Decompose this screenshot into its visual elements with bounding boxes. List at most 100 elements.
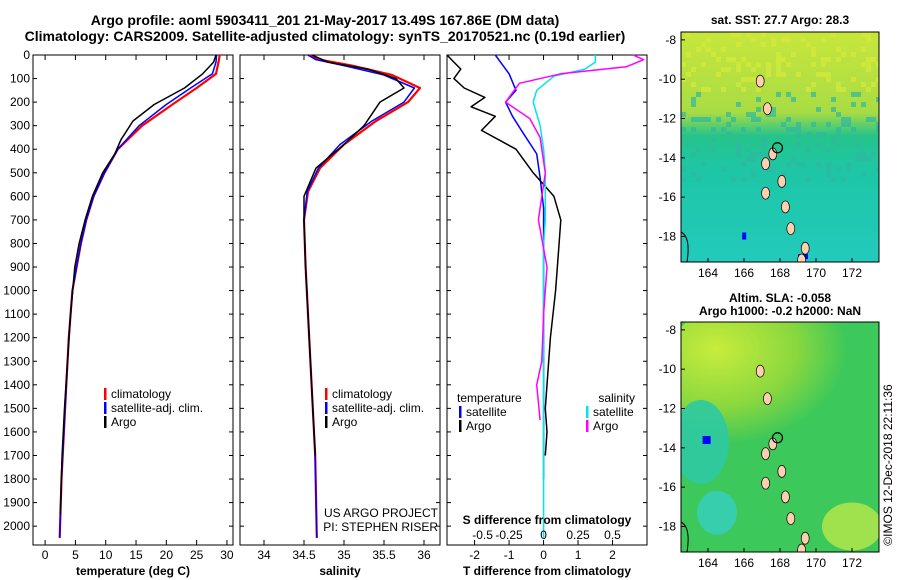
sst-cell bbox=[811, 122, 816, 127]
x-tick-label: 10 bbox=[99, 548, 113, 562]
sst-cell bbox=[731, 32, 736, 37]
sst-cell bbox=[861, 32, 866, 37]
sst-cell bbox=[741, 87, 746, 92]
island bbox=[761, 186, 770, 200]
sst-cell bbox=[831, 107, 836, 112]
sst-cell bbox=[691, 172, 696, 177]
sst-cell bbox=[751, 112, 756, 117]
sst-cell bbox=[771, 167, 776, 172]
x-tick-label: -2 bbox=[469, 548, 480, 562]
sst-cell bbox=[806, 147, 811, 152]
x-tick-label: 5 bbox=[72, 548, 79, 562]
sst-cell bbox=[751, 77, 756, 82]
sst-cell bbox=[716, 72, 721, 77]
x-tick-label: -1 bbox=[504, 548, 515, 562]
sst-cell bbox=[871, 117, 876, 122]
sst-cell bbox=[861, 82, 866, 87]
sst-cell bbox=[736, 62, 741, 67]
legend-label: satellite-adj. clim. bbox=[111, 401, 203, 415]
sst-cell bbox=[761, 137, 766, 142]
sst-cell bbox=[786, 62, 791, 67]
sst-cell bbox=[771, 42, 776, 47]
plot-frame bbox=[239, 54, 441, 546]
x-tick-label: 25 bbox=[190, 548, 204, 562]
sst-cell bbox=[861, 152, 866, 157]
map-x-tick-label: 168 bbox=[770, 556, 790, 570]
sst-cell bbox=[701, 87, 706, 92]
sst-cell bbox=[746, 112, 751, 117]
map-y-tick-label: -16 bbox=[659, 480, 677, 494]
sst-cell bbox=[706, 37, 711, 42]
legend-label: satellite-adj. clim. bbox=[332, 401, 424, 415]
sst-cell bbox=[791, 127, 796, 132]
sst-cell bbox=[836, 142, 841, 147]
sst-cell bbox=[791, 157, 796, 162]
island bbox=[800, 241, 810, 255]
legend-swatch bbox=[459, 420, 462, 432]
sst-cell bbox=[726, 132, 731, 137]
sst-cell bbox=[866, 117, 871, 122]
sst-cell bbox=[736, 42, 741, 47]
sst-cell bbox=[751, 117, 756, 122]
y-tick-label: 2000 bbox=[3, 519, 30, 533]
x-tick-label: 36 bbox=[417, 548, 431, 562]
sst-cell bbox=[691, 97, 696, 102]
sst-cell bbox=[836, 57, 841, 62]
sst-cell bbox=[786, 92, 791, 97]
top-x-tick-label: 0 bbox=[540, 528, 547, 542]
y-tick-label: 800 bbox=[10, 236, 30, 250]
sst-cell bbox=[701, 42, 706, 47]
legend-swatch bbox=[586, 406, 589, 418]
map-x-tick-label: 172 bbox=[842, 556, 862, 570]
legend-swatch bbox=[325, 416, 328, 428]
sst-cell bbox=[816, 72, 821, 77]
sst-cell bbox=[681, 127, 686, 132]
sst-cell bbox=[751, 37, 756, 42]
sst-cell bbox=[836, 127, 841, 132]
sst-cell bbox=[806, 87, 811, 92]
island bbox=[763, 392, 772, 406]
island bbox=[800, 531, 810, 545]
sst-cell bbox=[741, 127, 746, 132]
sst-cell bbox=[856, 152, 861, 157]
sst-cell bbox=[746, 157, 751, 162]
sst-cell bbox=[741, 177, 746, 182]
y-tick-label: 100 bbox=[10, 72, 30, 86]
sst-cell bbox=[686, 32, 691, 37]
map-y-tick-label: -10 bbox=[659, 362, 677, 376]
sst-cell bbox=[691, 152, 696, 157]
sst-cell bbox=[866, 57, 871, 62]
profile-panel-1: 0100200300400500600700800900100011001200… bbox=[3, 48, 234, 578]
sst-cell bbox=[826, 122, 831, 127]
map-y-tick-label: -18 bbox=[659, 229, 677, 243]
sst-cell bbox=[796, 162, 801, 167]
sst-cell bbox=[736, 82, 741, 87]
sst-cell bbox=[736, 32, 741, 37]
x-tick-label: 35 bbox=[337, 548, 351, 562]
sst-cell bbox=[751, 172, 756, 177]
sst-cell bbox=[816, 142, 821, 147]
sst-cell bbox=[856, 157, 861, 162]
sst-cell bbox=[741, 77, 746, 82]
sst-cell bbox=[716, 117, 721, 122]
map-x-tick-label: 166 bbox=[734, 266, 754, 280]
sst-cell bbox=[861, 102, 866, 107]
y-tick-label: 500 bbox=[10, 166, 30, 180]
legend-label: climatology bbox=[332, 387, 392, 401]
sst-cell bbox=[701, 162, 706, 167]
sst-cell bbox=[701, 62, 706, 67]
sst-cell bbox=[821, 57, 826, 62]
sst-cell bbox=[786, 162, 791, 167]
island bbox=[761, 157, 770, 171]
sst-cell bbox=[746, 62, 751, 67]
island bbox=[797, 543, 806, 552]
legend-swatch bbox=[325, 402, 328, 414]
sst-cell bbox=[686, 52, 691, 57]
y-tick-label: 1600 bbox=[3, 425, 30, 439]
sst-cell bbox=[721, 67, 726, 72]
sst-cell bbox=[716, 57, 721, 62]
x-tick-label: 1 bbox=[575, 548, 582, 562]
series-line-argo bbox=[59, 54, 217, 515]
